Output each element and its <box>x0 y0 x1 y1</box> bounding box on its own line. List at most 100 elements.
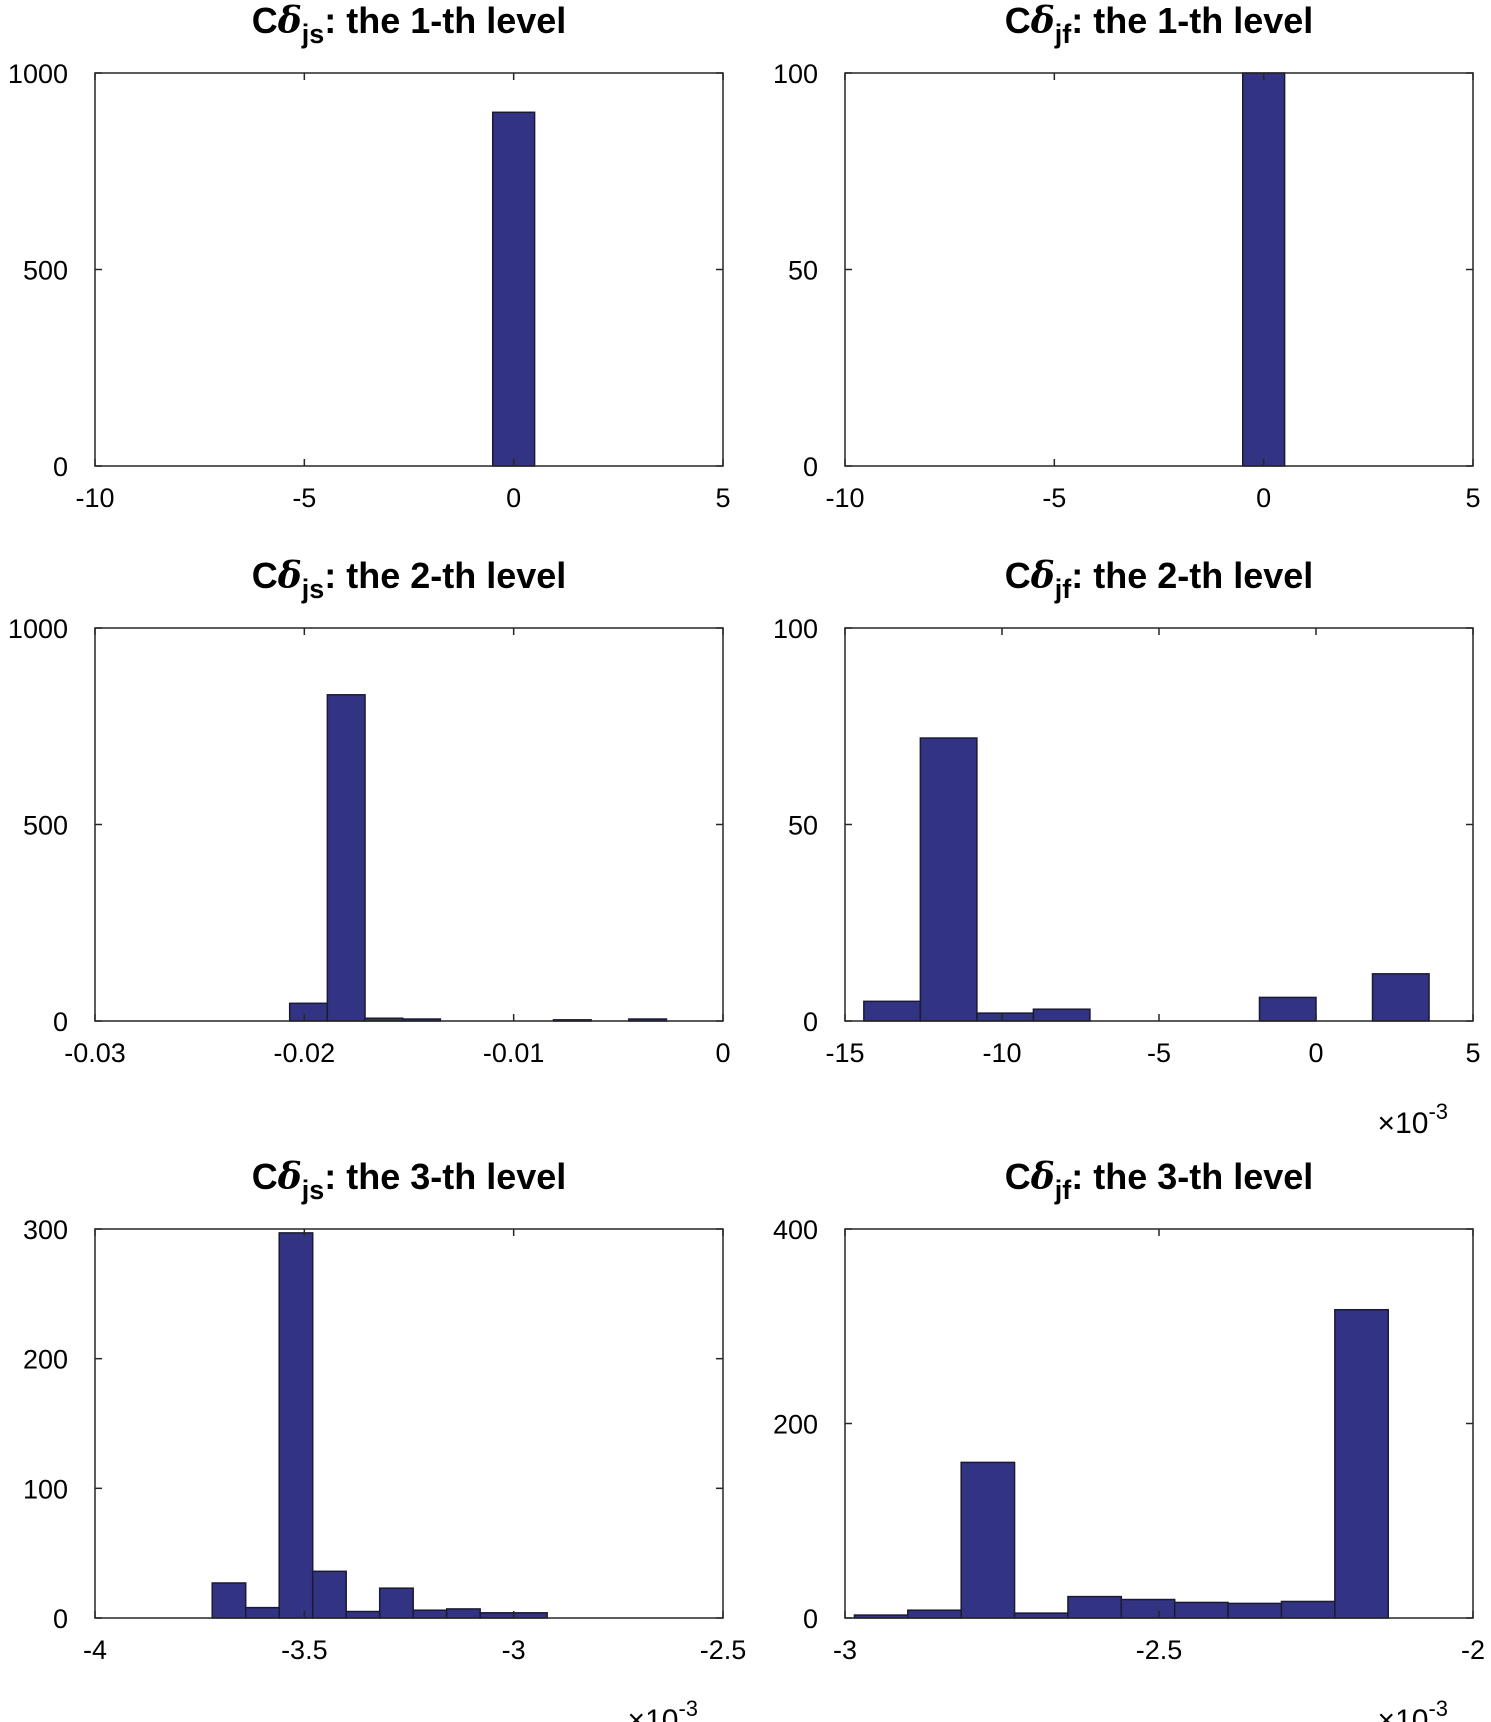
plot-area <box>845 73 1473 466</box>
histogram-panel-3: -0.03 -0.02 -0.01 0 0 500 1000 Cδjs: the 2-th l… <box>8 555 731 1068</box>
title-subscript: js <box>301 574 325 604</box>
x-axis-multiplier: ×10-3 <box>628 1696 698 1722</box>
histogram-bar <box>919 737 978 1022</box>
y-tick-label: 50 <box>788 256 818 286</box>
x-tick-label: -0.01 <box>483 1038 545 1068</box>
histogram-bar <box>863 1000 922 1022</box>
histogram-bar <box>278 1232 314 1619</box>
histogram-bar <box>1173 1601 1229 1619</box>
x-tick-label: -10 <box>75 483 114 513</box>
plot-area <box>95 1229 723 1618</box>
histogram-bar <box>311 1570 347 1619</box>
title-subscript: js <box>301 19 325 49</box>
title-suffix: : the 3-th level <box>1071 1156 1313 1197</box>
title-prefix: C <box>252 555 278 596</box>
title-subscript: jf <box>1054 1175 1073 1205</box>
x-axis-multiplier: ×10-3 <box>1378 1099 1448 1140</box>
x-tick-label: 0 <box>715 1038 730 1068</box>
title-subscript: jf <box>1054 19 1073 49</box>
title-prefix: C <box>252 0 278 41</box>
histogram-bar <box>1258 996 1317 1022</box>
multiplier-base: ×10 <box>1378 1107 1429 1140</box>
chart-title: Cδjs: the 2-th level <box>252 555 567 604</box>
title-suffix: : the 2-th level <box>1071 555 1313 596</box>
histogram-bar <box>1371 973 1430 1022</box>
title-delta-symbol: δ <box>1030 1156 1055 1198</box>
x-tick-label: -10 <box>982 1038 1021 1068</box>
y-tick-label: 50 <box>788 811 818 841</box>
x-tick-label: -2.5 <box>1136 1635 1183 1665</box>
x-tick-label: 0 <box>1256 483 1271 513</box>
title-delta-symbol: δ <box>277 0 302 42</box>
y-tick-label: 0 <box>803 1007 818 1037</box>
y-tick-label: 100 <box>23 1474 68 1504</box>
x-tick-label: 5 <box>715 483 730 513</box>
y-tick-label: 400 <box>773 1215 818 1245</box>
x-tick-label: -3.5 <box>281 1635 328 1665</box>
histogram-bar <box>512 1612 548 1619</box>
x-tick-label: -5 <box>1042 483 1066 513</box>
histogram-bar <box>1067 1595 1123 1619</box>
x-tick-label: -5 <box>1147 1038 1171 1068</box>
histogram-bar <box>1227 1602 1283 1619</box>
chart-title: Cδjf: the 3-th level <box>1005 1156 1314 1205</box>
histogram-bar <box>445 1608 481 1619</box>
y-tick-label: 300 <box>23 1215 68 1245</box>
x-tick-label: 5 <box>1465 483 1480 513</box>
x-tick-label: -15 <box>825 1038 864 1068</box>
histogram-panel-5: -4 -3.5 -3 -2.5 0 100 200 300 Cδjs: the 3-th lev… <box>23 1156 746 1722</box>
histogram-bar <box>1241 72 1286 467</box>
y-tick-label: 500 <box>23 811 68 841</box>
multiplier-exponent: -3 <box>1428 1099 1448 1124</box>
histogram-bar <box>211 1582 247 1619</box>
plot-area <box>95 628 723 1021</box>
histogram-bar <box>479 1612 515 1619</box>
histogram-bar <box>1280 1600 1336 1619</box>
x-tick-label: -4 <box>83 1635 107 1665</box>
chart-title: Cδjf: the 1-th level <box>1005 0 1314 49</box>
axes-box <box>94 1228 724 1619</box>
x-tick-label: -3 <box>502 1635 526 1665</box>
y-tick-label: 0 <box>53 1007 68 1037</box>
title-delta-symbol: δ <box>1030 0 1055 42</box>
histogram-bar <box>976 1012 1035 1022</box>
chart-title: Cδjs: the 3-th level <box>252 1156 567 1205</box>
y-tick-label: 0 <box>53 1604 68 1634</box>
x-tick-label: -2 <box>1461 1635 1485 1665</box>
histogram-bar <box>378 1587 414 1619</box>
title-suffix: : the 1-th level <box>1071 0 1313 41</box>
y-tick-label: 200 <box>23 1345 68 1375</box>
y-tick-label: 500 <box>23 256 68 286</box>
multiplier-base: ×10 <box>628 1704 679 1722</box>
title-delta-symbol: δ <box>277 1156 302 1198</box>
title-prefix: C <box>1005 555 1031 596</box>
chart-title: Cδjf: the 2-th level <box>1005 555 1314 604</box>
multiplier-exponent: -3 <box>1428 1696 1448 1721</box>
title-suffix: : the 1-th level <box>324 0 566 41</box>
title-prefix: C <box>1005 1156 1031 1197</box>
y-tick-label: 100 <box>773 614 818 644</box>
histogram-bar <box>326 694 366 1022</box>
x-axis-multiplier: ×10-3 <box>1378 1696 1448 1722</box>
title-suffix: : the 2-th level <box>324 555 566 596</box>
histogram-bar <box>907 1609 962 1619</box>
title-prefix: C <box>1005 0 1031 41</box>
histogram-panel-1: -10 -5 0 5 0 500 1000 Cδjs: the 1-th level <box>8 0 731 513</box>
histogram-bar <box>960 1461 1016 1619</box>
y-tick-label: 0 <box>803 452 818 482</box>
multiplier-base: ×10 <box>1378 1704 1429 1722</box>
histogram-bar <box>1032 1008 1091 1022</box>
chart-title: Cδjs: the 1-th level <box>252 0 567 49</box>
x-tick-label: -0.02 <box>274 1038 336 1068</box>
histogram-bar <box>345 1610 381 1619</box>
histogram-bar <box>412 1609 448 1619</box>
y-tick-label: 1000 <box>8 614 68 644</box>
title-delta-symbol: δ <box>1030 555 1055 597</box>
y-tick-label: 100 <box>773 59 818 89</box>
x-tick-label: 0 <box>506 483 521 513</box>
multiplier-exponent: -3 <box>678 1696 698 1721</box>
